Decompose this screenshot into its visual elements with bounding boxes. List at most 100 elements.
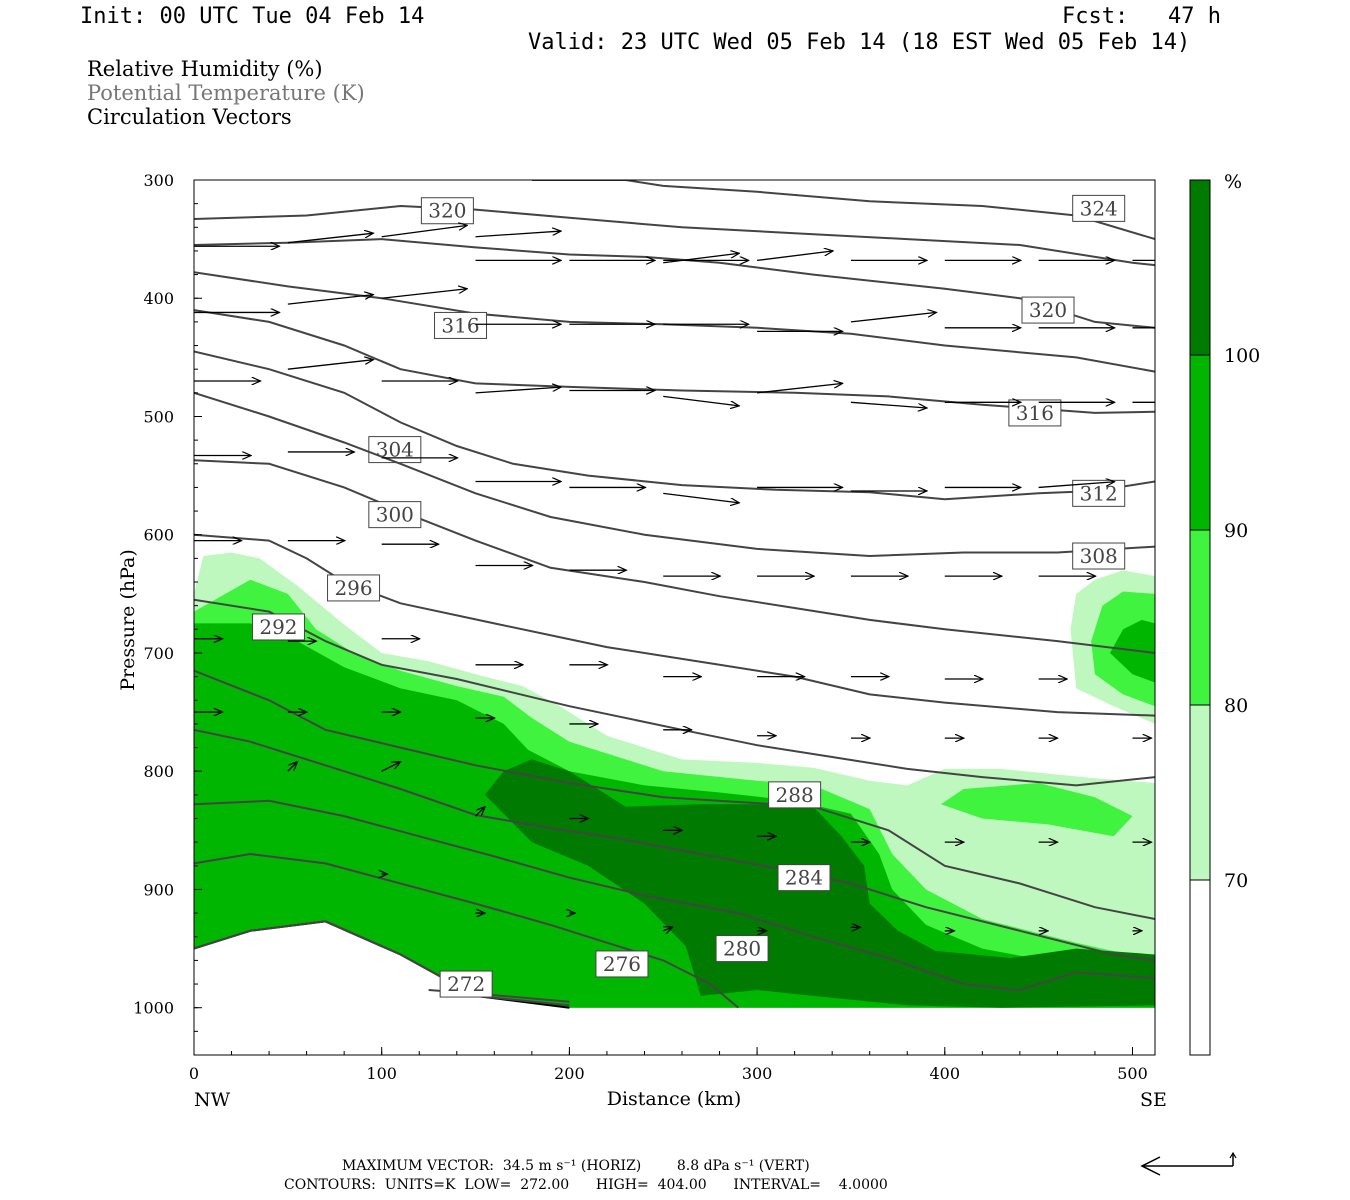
theta-contour-308 (194, 533, 1155, 717)
colorbar-frame (1189, 179, 1211, 1056)
theta-label-box (595, 950, 649, 978)
vector-arrow (381, 225, 468, 238)
theta-label-box (768, 781, 822, 809)
field-theta-label: Potential Temperature (K) (87, 81, 365, 105)
theta-label: 292 (259, 615, 297, 639)
colorbar-level: 80 (1224, 695, 1248, 717)
theta-contours: 3243203203163163043123003082962922882842… (194, 180, 1155, 1009)
theta-label: 324 (1080, 196, 1118, 220)
max-vector-text: MAXIMUM VECTOR: 34.5 m s⁻¹ (HORIZ) 8.8 d… (342, 1158, 810, 1174)
axes: 0 100 200 300 400 500 300 400 500 600 700 800 900 100… (133, 171, 1147, 1083)
theta-contour-312 (194, 391, 1155, 558)
theta-label-box (715, 935, 769, 963)
x-axis-label: Distance (km) (607, 1088, 742, 1110)
theta-contour-320 (194, 204, 1155, 267)
theta-label: 280 (723, 937, 761, 961)
vector-arrow (850, 401, 927, 408)
nw-label: NW (194, 1089, 231, 1111)
vector-arrow (757, 383, 843, 394)
vector-arrow (287, 233, 374, 244)
rh-region-rh80-low (941, 783, 1133, 837)
y-tick-label: 500 (143, 407, 174, 426)
theta-label: 312 (1080, 481, 1118, 505)
vector-arrow (663, 492, 739, 503)
theta-label: 316 (1016, 401, 1054, 425)
colorbar-swatch (1190, 880, 1210, 1055)
vector-arrow (287, 360, 374, 370)
theta-label: 272 (447, 972, 485, 996)
init-time: Init: 00 UTC Tue 04 Feb 14 (80, 4, 425, 29)
theta-label: 284 (785, 866, 823, 890)
y-tick-label: 800 (143, 762, 174, 781)
x-tick-label: 400 (930, 1064, 961, 1083)
valid-time: Valid: 23 UTC Wed 05 Feb 14 (18 EST Wed … (528, 30, 1191, 55)
colorbar: 70 80 90 100 (1189, 179, 1260, 1056)
vector-arrow (475, 807, 486, 817)
theta-contour-304 (194, 350, 1155, 501)
y-tick-label: 600 (143, 526, 174, 545)
y-tick-label: 1000 (133, 999, 174, 1018)
theta-label: 320 (1029, 298, 1067, 322)
theta-label: 276 (603, 952, 641, 976)
vector-arrow (475, 231, 562, 238)
theta-label-box (368, 501, 422, 529)
theta-label-box (439, 970, 493, 998)
theta-contour-284 (194, 799, 1155, 992)
field-vectors-label: Circulation Vectors (87, 105, 292, 129)
plot-frame (193, 179, 1156, 1056)
vector-arrow (663, 253, 739, 264)
x-tick-label: 200 (554, 1064, 585, 1083)
vector-arrow (287, 762, 298, 772)
vector-arrow (381, 289, 468, 299)
x-tick-label: 0 (189, 1064, 199, 1083)
circulation-vectors (194, 225, 1155, 931)
theta-label-box (1072, 542, 1126, 570)
vector-arrow (663, 927, 673, 931)
theta-label: 288 (776, 783, 814, 807)
vector-arrow (1038, 482, 1115, 489)
theta-label-box (420, 197, 474, 225)
theta-label: 300 (376, 503, 414, 527)
colorbar-level: 70 (1224, 870, 1248, 892)
theta-contour-316 (194, 309, 1155, 414)
vector-arrow (475, 387, 562, 394)
y-tick-label: 400 (143, 289, 174, 308)
theta-label-box (777, 864, 831, 892)
x-tick-label: 500 (1117, 1064, 1148, 1083)
vector-arrow (850, 312, 937, 323)
colorbar-level: 100 (1224, 345, 1260, 367)
reference-vector-icon (1140, 1151, 1237, 1176)
theta-label: 320 (428, 199, 466, 223)
theta-label: 308 (1080, 544, 1118, 568)
theta-label-box (1021, 296, 1075, 324)
contours-text: CONTOURS: UNITS=K LOW= 272.00 HIGH= 404.… (284, 1177, 888, 1193)
colorbar-swatch (1190, 180, 1210, 355)
colorbar-swatch (1190, 355, 1210, 530)
theta-contour-320 (194, 238, 1155, 329)
colorbar-level: 90 (1224, 520, 1248, 542)
colorbar-swatch (1190, 705, 1210, 880)
theta-label: 316 (441, 313, 479, 337)
vector-arrow (663, 395, 739, 406)
theta-contour-300 (194, 459, 1155, 654)
theta-label-box (1072, 194, 1126, 222)
field-rh-label: Relative Humidity (%) (87, 57, 323, 81)
x-tick-label: 100 (366, 1064, 397, 1083)
theta-contour-280 (194, 852, 739, 1009)
se-label: SE (1140, 1089, 1167, 1111)
theta-contour-288 (194, 728, 1155, 962)
y-axis-label: Pressure (hPa) (117, 549, 139, 691)
theta-contour-316 (194, 271, 1155, 373)
vector-arrow (757, 251, 833, 262)
forecast-hour: Fcst: 47 h (1062, 4, 1221, 29)
theta-label-box (251, 613, 305, 641)
theta-label-box (327, 574, 381, 602)
x-tick-label: 300 (742, 1064, 773, 1083)
colorbar-unit: % (1224, 171, 1242, 193)
y-tick-label: 900 (143, 880, 174, 899)
vector-arrow (381, 762, 401, 772)
vector-arrow (287, 295, 374, 305)
y-tick-label: 700 (143, 644, 174, 663)
theta-contour-324 (531, 180, 1155, 241)
